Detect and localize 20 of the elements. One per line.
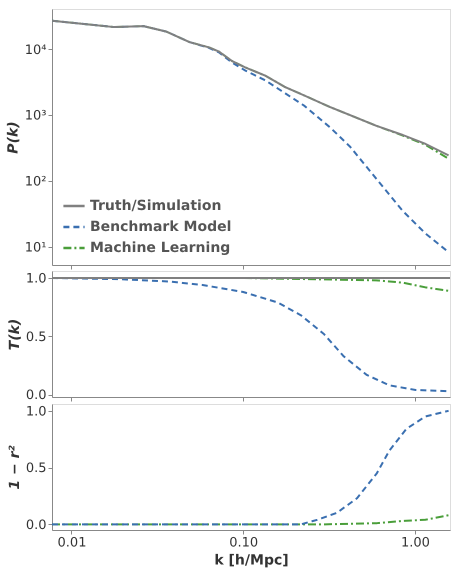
y-tick-label: 0.0 — [26, 388, 46, 404]
x-axis-title: k [h/Mpc] — [214, 552, 289, 568]
y-tick-label: 1.0 — [26, 272, 46, 286]
y-axis-title: 1 − r² — [6, 444, 23, 490]
y-axis-title: T(k) — [6, 318, 23, 350]
y-tick-label: 10³ — [24, 108, 46, 124]
y-tick-label: 1.0 — [26, 404, 46, 420]
legend-label: Machine Learning — [90, 240, 230, 256]
x-tick-label: 0.10 — [229, 536, 258, 550]
legend-label: Truth/Simulation — [90, 198, 222, 214]
y-tick-label: 10⁴ — [24, 42, 46, 58]
y-tick-label: 0.0 — [26, 518, 46, 533]
y-tick-label: 10² — [24, 174, 46, 190]
y-tick-label: 10¹ — [24, 240, 46, 256]
x-tick-label: 0.01 — [58, 536, 86, 550]
y-axis-title: P(k) — [6, 121, 22, 154]
y-tick-label: 0.5 — [26, 330, 46, 345]
x-tick-label: 1.00 — [400, 536, 430, 550]
legend-label: Benchmark Model — [90, 219, 232, 235]
y-tick-label: 0.5 — [26, 461, 46, 476]
